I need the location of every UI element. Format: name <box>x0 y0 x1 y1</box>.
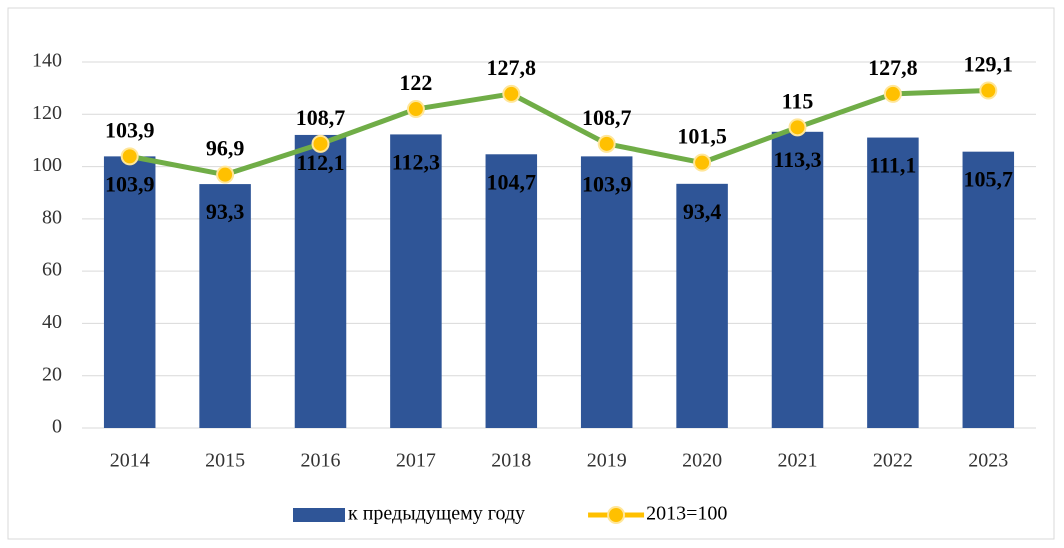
marker <box>311 134 330 153</box>
bar <box>199 184 251 428</box>
value-label: 112,3 <box>392 149 440 174</box>
x-tick-label: 2019 <box>587 450 627 472</box>
y-tick-label: 40 <box>42 311 62 333</box>
legend-swatch <box>293 508 345 522</box>
bar <box>676 183 728 428</box>
bar <box>390 134 442 428</box>
y-tick-label: 20 <box>42 363 62 385</box>
value-label: 129,1 <box>964 52 1014 77</box>
marker <box>788 118 807 137</box>
x-tick-label: 2018 <box>491 450 531 472</box>
value-label: 113,3 <box>773 147 821 172</box>
y-tick-label: 80 <box>42 206 62 228</box>
legend-marker <box>607 506 626 524</box>
value-label: 108,7 <box>582 105 632 130</box>
value-label: 96,9 <box>206 136 245 161</box>
y-tick-label: 140 <box>32 50 62 72</box>
value-label: 112,1 <box>296 150 344 175</box>
marker <box>216 165 235 184</box>
x-tick-label: 2020 <box>682 450 722 472</box>
marker <box>502 84 521 103</box>
x-tick-label: 2023 <box>968 450 1008 472</box>
bar <box>103 156 156 428</box>
value-label: 104,7 <box>487 169 537 194</box>
bar <box>485 154 538 428</box>
value-label: 108,7 <box>296 105 346 130</box>
value-label: 122 <box>399 70 432 95</box>
x-tick-label: 2022 <box>873 450 913 472</box>
marker <box>693 153 712 172</box>
x-tick-label: 2015 <box>205 450 245 472</box>
value-label: 93,3 <box>206 199 245 224</box>
legend-label: 2013=100 <box>646 503 727 525</box>
line <box>129 87 989 178</box>
marker <box>979 81 998 100</box>
value-label: 101,5 <box>677 124 727 149</box>
x-tick-label: 2017 <box>396 450 436 472</box>
bar <box>580 156 633 428</box>
bar <box>294 134 347 428</box>
value-label: 93,4 <box>683 199 722 224</box>
value-label: 115 <box>782 88 814 113</box>
x-tick-label: 2014 <box>110 450 150 472</box>
y-tick-label: 100 <box>32 154 62 176</box>
bar <box>771 131 824 428</box>
marker <box>406 100 425 119</box>
value-label: 127,8 <box>487 55 537 80</box>
y-tick-label: 120 <box>32 102 62 124</box>
marker <box>883 84 902 103</box>
x-tick-label: 2021 <box>778 450 818 472</box>
y-tick-label: 60 <box>42 259 62 281</box>
y-tick-label: 0 <box>52 416 62 438</box>
bar <box>962 151 1015 429</box>
value-label: 103,9 <box>105 171 155 196</box>
value-label: 127,8 <box>868 55 918 80</box>
marker <box>597 134 616 153</box>
value-label: 103,9 <box>105 117 155 142</box>
x-tick-label: 2016 <box>301 450 341 472</box>
legend-label: к предыдущему году <box>348 503 525 525</box>
marker <box>120 147 139 166</box>
value-label: 105,7 <box>964 167 1014 192</box>
bar <box>867 137 919 428</box>
value-label: 103,9 <box>582 171 632 196</box>
value-label: 111,1 <box>869 153 916 178</box>
